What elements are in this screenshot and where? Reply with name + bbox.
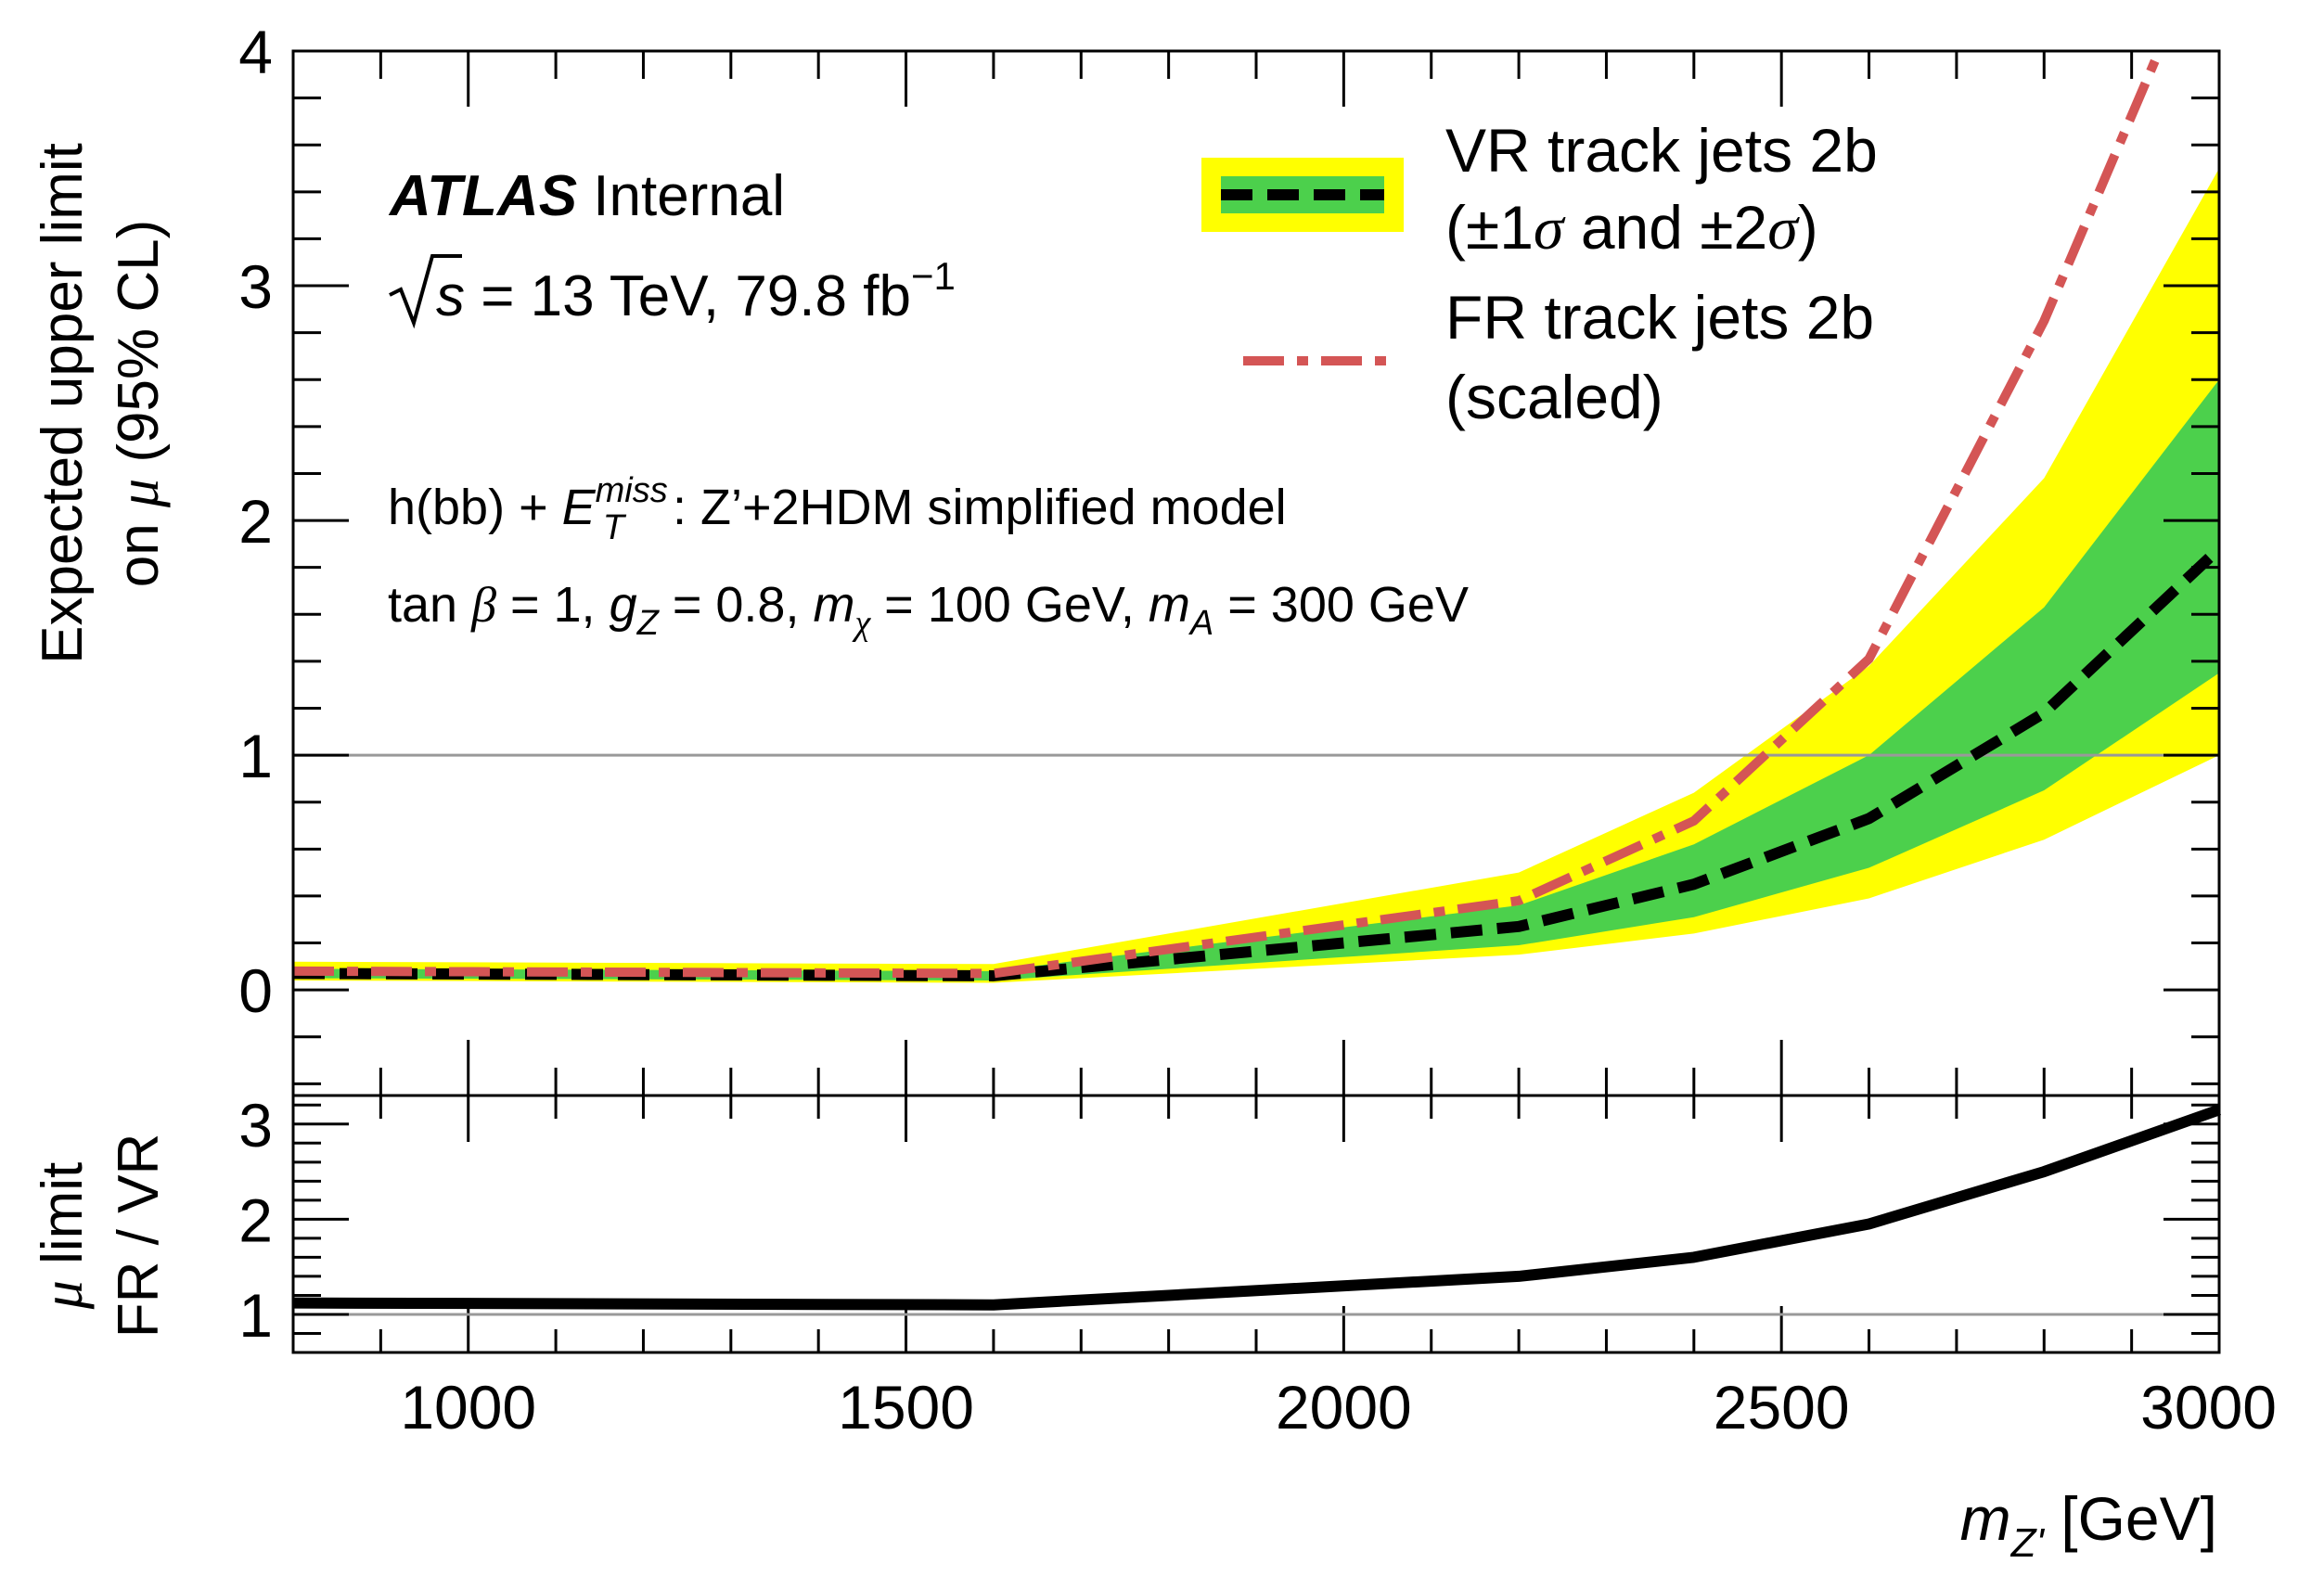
legend-fr-label-2: (scaled) xyxy=(1445,363,1663,431)
main-y-tick-label: 1 xyxy=(238,722,273,790)
main-y-tick-label: 2 xyxy=(238,487,273,556)
params-label: tan β = 1, gZ = 0.8, mχ = 100 GeV, mA = … xyxy=(388,577,1469,643)
ratio-y-tick-label: 3 xyxy=(238,1091,273,1160)
x-tick-label: 3000 xyxy=(2140,1373,2277,1442)
legend: VR track jets 2b (±1σ and ±2σ) FR track … xyxy=(1201,116,1878,431)
ratio-line xyxy=(292,1104,2221,1311)
x-tick-label: 1500 xyxy=(838,1373,974,1442)
main-ylabel-line2: on μ (95% CL) xyxy=(107,220,171,587)
sqrt-symbol xyxy=(389,254,462,329)
main-y-tick-label: 3 xyxy=(238,252,273,321)
ratio-panel: 1 2 3 1000 1500 2000 2500 3000 xyxy=(238,1091,2277,1442)
main-y-tick-label: 0 xyxy=(238,956,273,1025)
energy-label: s = 13 TeV, 79.8 fb−1 xyxy=(389,254,956,329)
fr-expected-line xyxy=(293,51,2164,979)
ratio-ylabel-line2: FR / VR xyxy=(107,1134,171,1338)
vr-expected-line xyxy=(293,545,2219,981)
legend-fr-label-1: FR track jets 2b xyxy=(1445,283,1874,352)
ratio-frame xyxy=(291,1094,2221,1354)
x-tick-label: 1000 xyxy=(400,1373,536,1442)
ratio-ylabel-line1: μ limit xyxy=(31,1162,95,1311)
legend-vr-label-1: VR track jets 2b xyxy=(1445,116,1878,185)
legend-vr-label-2: (±1σ and ±2σ) xyxy=(1445,193,1818,263)
ratio-y-tick-label: 2 xyxy=(238,1185,273,1254)
main-panel: 0 1 2 3 4 xyxy=(238,18,2221,1097)
main-ylabel-line1: Expected upper limit xyxy=(31,143,95,664)
x-tick-label: 2000 xyxy=(1276,1373,1412,1442)
model-label: h(bb) + Emiss T: Z’+2HDM simplified model xyxy=(388,471,1287,547)
main-y-tick-label: 4 xyxy=(238,18,273,86)
ratio-y-tick-label: 1 xyxy=(238,1281,273,1350)
xlabel: mZ' [GeV] xyxy=(1960,1484,2217,1566)
x-tick-label: 2500 xyxy=(1714,1373,1850,1442)
svg-text:s = 13 TeV, 79.8 fb−1: s = 13 TeV, 79.8 fb−1 xyxy=(436,254,956,328)
atlas-label: ATLAS Internal xyxy=(388,164,785,228)
band-1sigma xyxy=(293,379,2219,981)
